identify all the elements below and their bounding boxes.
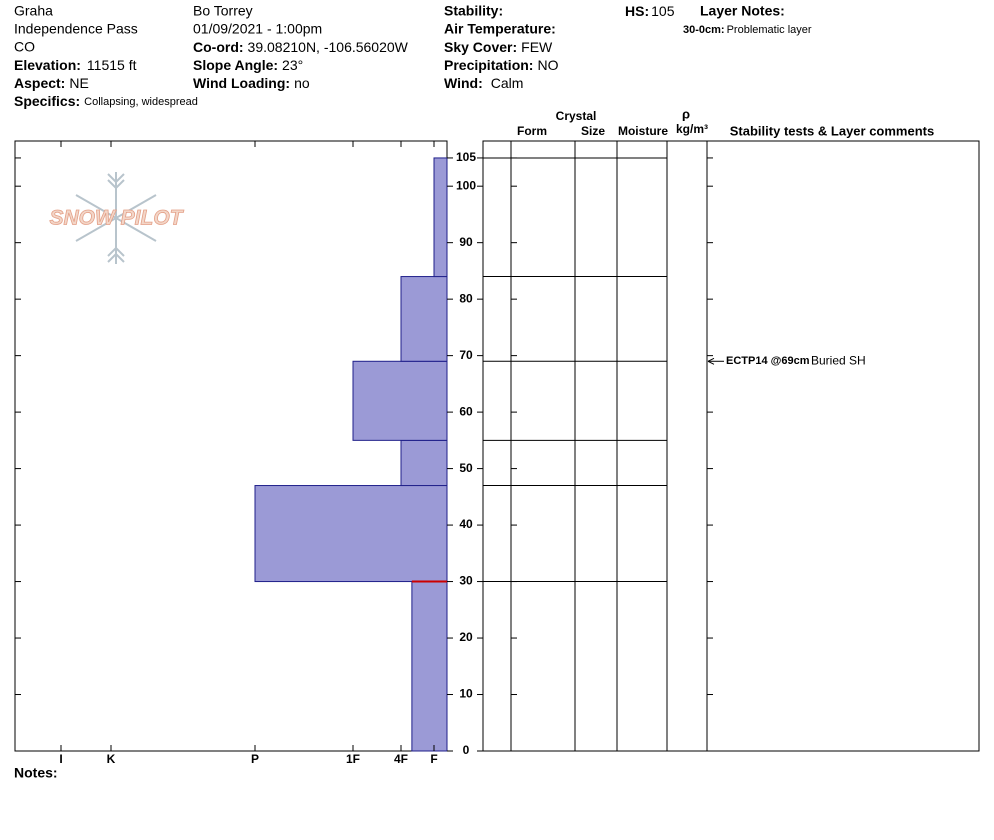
hardness-bar <box>400 276 448 362</box>
value: FEW <box>521 39 553 55</box>
hardness-bar <box>352 360 448 441</box>
value: NO <box>537 57 558 73</box>
column-group: Crystal <box>556 109 597 123</box>
wind: Wind: Calm <box>444 75 523 91</box>
label: Sky Cover: <box>444 39 517 55</box>
label: Wind: <box>444 75 483 91</box>
label: Aspect: <box>14 75 65 91</box>
x-tick-label: 1F <box>346 752 360 766</box>
logo-snowflake <box>75 172 157 264</box>
y-tick-label: 40 <box>459 517 473 531</box>
x-tick-label: F <box>430 752 437 766</box>
datetime: 01/09/2021 - 1:00pm <box>193 21 322 37</box>
label: Precipitation: <box>444 57 533 73</box>
slope: Slope Angle: 23° <box>193 57 303 73</box>
y-tick-label: 100 <box>456 178 476 192</box>
sky-cover: Sky Cover: FEW <box>444 39 553 55</box>
specifics: Specifics: Collapsing, widespread <box>14 93 198 109</box>
label: Slope Angle: <box>193 57 278 73</box>
state: CO <box>14 39 35 55</box>
y-tick-label: 0 <box>463 743 470 757</box>
coord: Co-ord: 39.08210N, -106.56020W <box>193 39 409 55</box>
location: Independence Pass <box>14 21 138 37</box>
y-tick-label: 80 <box>459 291 473 305</box>
x-tick-label: I <box>59 752 62 766</box>
wind-loading: Wind Loading: no <box>193 75 310 91</box>
value: 11515 ft <box>87 57 137 73</box>
observer: Bo Torrey <box>193 3 253 19</box>
column-lines <box>510 141 708 751</box>
y-tick-label: 60 <box>459 404 473 418</box>
column-header: Size <box>581 124 605 138</box>
column-header: Form <box>517 124 547 138</box>
value: NE <box>69 75 88 91</box>
column-header: Moisture <box>618 124 668 138</box>
test-arrowhead <box>707 357 715 365</box>
test-comment: Buried SH <box>811 353 866 367</box>
value: Collapsing, widespread <box>84 96 198 108</box>
elevation: Elevation: 11515 ft <box>14 57 137 73</box>
y-tick-label: 90 <box>459 235 473 249</box>
y-tick-label: 30 <box>459 574 473 588</box>
label: Specifics: <box>14 93 80 109</box>
note: Problematic layer <box>727 24 812 36</box>
stability-label: Stability: <box>444 3 503 19</box>
aspect: Aspect: NE <box>14 75 89 91</box>
air-temperature-label: Air Temperature: <box>444 21 556 37</box>
value: Calm <box>491 75 524 91</box>
column-header: ρ <box>682 106 690 121</box>
notes: Notes: <box>14 765 58 781</box>
value: 105 <box>651 3 675 19</box>
column-header: kg/m³ <box>676 122 708 136</box>
hardness-bar <box>254 485 448 583</box>
pit-name: Graha <box>14 3 53 19</box>
y-tick-label: 20 <box>459 630 473 644</box>
profile-frame <box>14 140 448 752</box>
hs: HS: 105 <box>625 3 675 19</box>
column-header: Stability tests & Layer comments <box>730 123 934 138</box>
label: Wind Loading: <box>193 75 290 91</box>
value: 23° <box>282 57 303 73</box>
hardness-bar <box>400 439 448 487</box>
x-tick-label: K <box>107 752 116 766</box>
hardness-bar <box>411 581 448 752</box>
label: Elevation: <box>14 57 81 73</box>
x-tick-label: 4F <box>394 752 408 766</box>
value: 39.08210N, -106.56020W <box>248 39 409 55</box>
y-tick-label: 105 <box>456 150 476 164</box>
y-tick-label: 10 <box>459 687 473 701</box>
y-tick-label: 50 <box>459 461 473 475</box>
layer-note: 30-0cm: Problematic layer <box>683 24 812 36</box>
layer-notes-label: Layer Notes: <box>700 3 785 19</box>
label: HS: <box>625 3 649 19</box>
precipitation: Precipitation: NO <box>444 57 559 73</box>
y-tick-label: 70 <box>459 348 473 362</box>
hardness-bar <box>433 157 448 278</box>
logo-text: SNOW PILOT <box>50 207 185 230</box>
value: no <box>294 75 310 91</box>
test-label: ECTP14 @69cm <box>726 355 810 367</box>
table-frame <box>482 140 980 752</box>
x-tick-label: P <box>251 752 259 766</box>
label: Co-ord: <box>193 39 244 55</box>
range: 30-0cm: <box>683 24 725 36</box>
